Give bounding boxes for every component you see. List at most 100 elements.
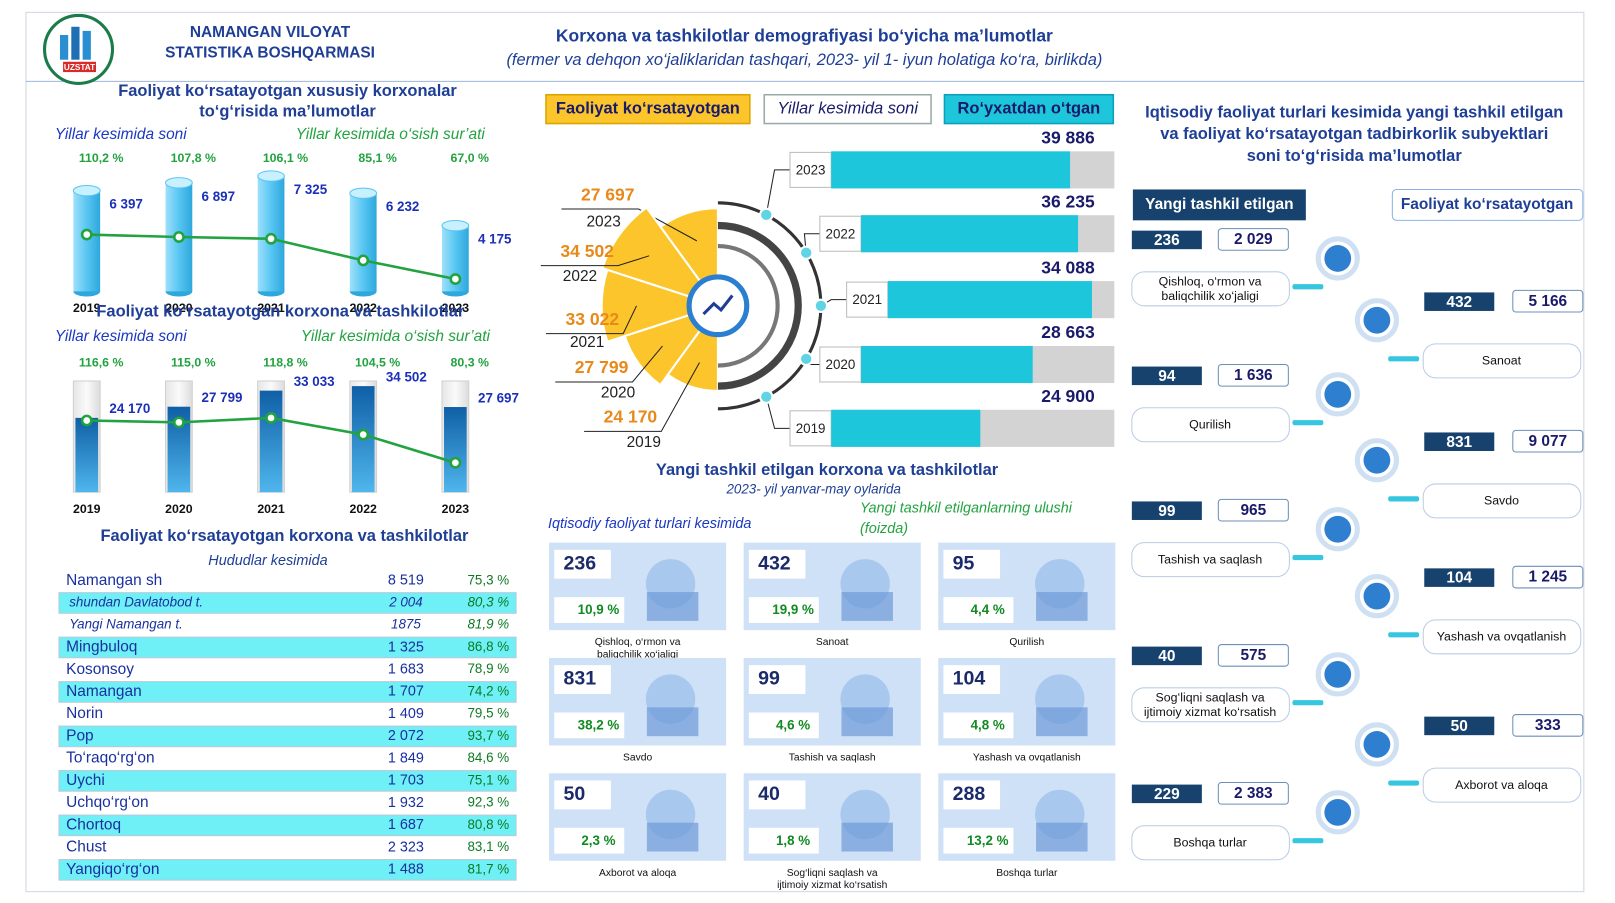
logo-bar [82,30,91,60]
row-highlight [58,814,517,837]
tile-caption: ijtimoiy xizmat ko‘rsatish [777,880,888,891]
bar [831,151,1071,189]
growth-point [449,456,462,469]
bar [73,190,101,292]
table-cell: 93,7 % [467,728,509,743]
tile-share: 1,8 % [776,833,810,848]
tile-caption: Tashish va saqlash [789,753,876,764]
x-tick-label: 2022 [349,301,377,315]
new-count: 236 [1154,232,1180,249]
connector [1292,838,1324,844]
x-tick-label: 2020 [165,502,193,516]
share-box [943,827,1014,854]
x-tick-label: 2023 [442,502,470,516]
share-box [554,597,625,623]
x-tick-label: 2022 [349,502,377,516]
table-cell: Chortoq [66,816,121,833]
growth-point [172,416,185,429]
table-cell: Chust [66,839,107,856]
tile-share: 19,9 % [772,602,814,617]
connector [1292,284,1324,290]
header-chip [1132,189,1306,221]
table-cell: Kosonsoy [66,661,134,678]
series-label: Yillar kesimida o‘sish sur’ati [301,328,491,345]
caption-box [1422,619,1582,655]
category-label: 2020 [601,384,635,401]
share-box [748,712,819,739]
table-title: Faoliyat ko‘rsatayotgan korxona va tashk… [100,527,469,545]
growth-label: 107,8 % [171,151,216,165]
table-cell: 1 932 [388,795,424,811]
connector [1292,420,1324,426]
active-box [1512,289,1584,313]
category-label: 2021 [852,292,882,307]
data-label: 6 232 [386,199,419,214]
tile-art [646,707,699,737]
sector-name: Qishloq, o‘rmon va [1159,274,1262,288]
growth-label: 67,0 % [451,151,489,165]
data-label: 39 886 [1041,128,1095,148]
new-box [1131,501,1202,520]
active-count: 2 383 [1234,785,1273,802]
connector [1388,632,1420,638]
data-label: 36 235 [1041,191,1095,211]
new-box [1131,646,1202,666]
section-label: Iqtisodiy faoliyat turlari kesimida [548,516,751,532]
table-cell: Yangiqo‘rg‘on [66,861,159,878]
table-cell: Norin [66,705,103,722]
data-label: 28 663 [1041,322,1095,342]
table-cell: Yangi Namangan t. [69,617,183,632]
caption-box [1131,825,1290,861]
count-box [748,665,806,694]
growth-label: 106,1 % [263,151,308,165]
table-cell: 79,5 % [467,706,509,721]
category-label: 2021 [570,334,604,351]
data-label: 34 502 [386,369,427,384]
tile-count: 288 [953,783,986,805]
tile-art [1036,707,1088,737]
data-label: 24 900 [1041,386,1095,406]
row-highlight [58,770,517,792]
table-cell: Uychi [66,772,105,789]
growth-label: 85,1 % [358,151,396,165]
column-header: Faoliyat ko‘rsatayotgan [1401,196,1573,213]
growth-point [265,412,277,424]
page-subtitle: (fermer va dehqon xo‘jaliklaridan tashqa… [506,51,1102,69]
tile-caption: Yashash va ovqatlanish [973,753,1081,764]
tile-share: 4,4 % [971,602,1005,617]
active-box [1217,782,1289,805]
leader-line [765,396,790,429]
tile-count: 95 [953,552,975,574]
data-label: 24 170 [604,407,658,427]
sector-icon-core [1363,446,1391,474]
legend-chip [545,93,751,125]
new-box [1424,568,1495,587]
active-count: 5 166 [1528,293,1567,310]
section-label: Yangi tashkil etilganlarning ulushi [860,500,1073,516]
x-tick-label: 2021 [257,502,285,516]
leader-line [584,362,700,432]
table-cell: 2 072 [388,728,424,744]
share-box [554,712,625,739]
center-icon [702,294,734,316]
caption-box [1422,483,1582,519]
data-label: 34 088 [1041,257,1095,277]
tile-share: 4,6 % [776,717,810,732]
table-cell: 1 703 [388,773,424,789]
tile-art [841,592,893,621]
bar [861,215,1079,253]
logo-bar [59,35,69,60]
tile-count: 432 [758,552,791,574]
new-count: 50 [1451,718,1468,735]
growth-point [80,414,93,427]
leader-line [545,305,637,335]
growth-point [449,273,462,285]
legend-label: Faoliyat ko‘rsatayotgan [556,99,740,117]
bar [167,406,191,493]
caption-box [1131,687,1290,723]
x-tick-label: 2019 [73,502,101,516]
chart-title: to‘g‘risida ma’lumotlar [199,103,376,121]
tile-share: 13,2 % [967,833,1009,848]
row-highlight [58,859,517,881]
